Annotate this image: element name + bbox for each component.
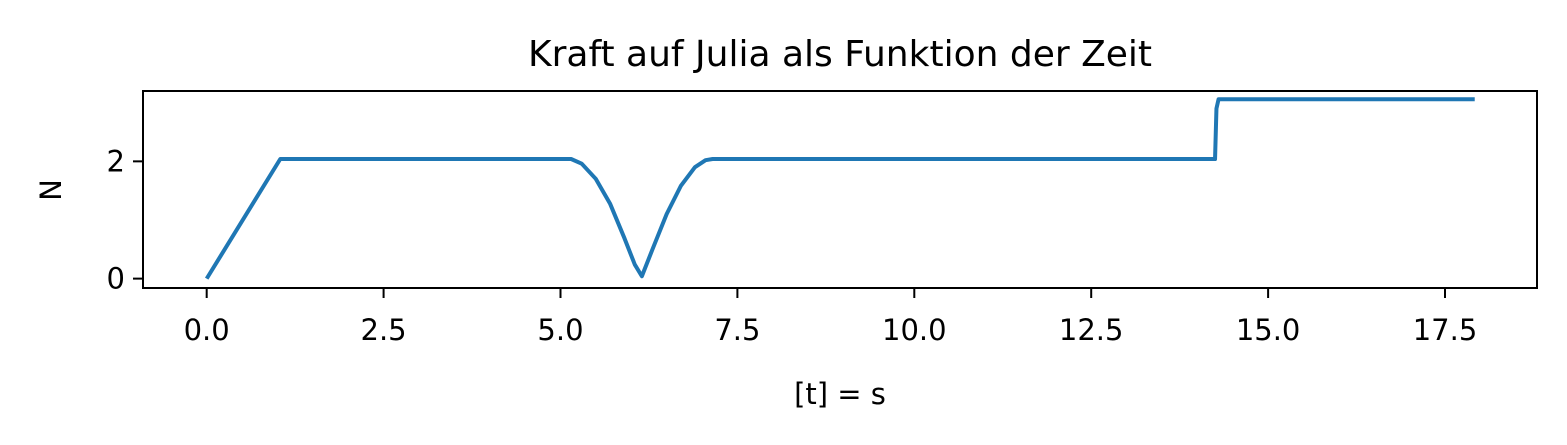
chart-title: Kraft auf Julia als Funktion der Zeit <box>528 34 1152 75</box>
x-tick-label: 0.0 <box>184 313 230 347</box>
x-ticks: 0.0 2.5 5.0 7.5 10.0 12.5 15.0 17.5 <box>184 288 1478 347</box>
series-line-0 <box>204 97 1475 280</box>
y-axis-label: N <box>34 179 68 201</box>
x-tick-label: 7.5 <box>714 313 760 347</box>
x-tick-label: 2.5 <box>361 313 407 347</box>
x-tick-label: 15.0 <box>1236 313 1301 347</box>
x-axis-label: [t] = s <box>794 377 886 411</box>
x-tick-label: 12.5 <box>1059 313 1124 347</box>
x-tick-label: 5.0 <box>537 313 583 347</box>
x-tick-label: 17.5 <box>1413 313 1478 347</box>
y-ticks: 02 <box>107 144 143 296</box>
y-tick-label: 2 <box>107 144 125 178</box>
y-tick-label: 0 <box>107 262 125 296</box>
x-tick-label: 10.0 <box>882 313 947 347</box>
plot-area <box>142 90 1538 289</box>
axes-frame <box>142 90 1538 289</box>
